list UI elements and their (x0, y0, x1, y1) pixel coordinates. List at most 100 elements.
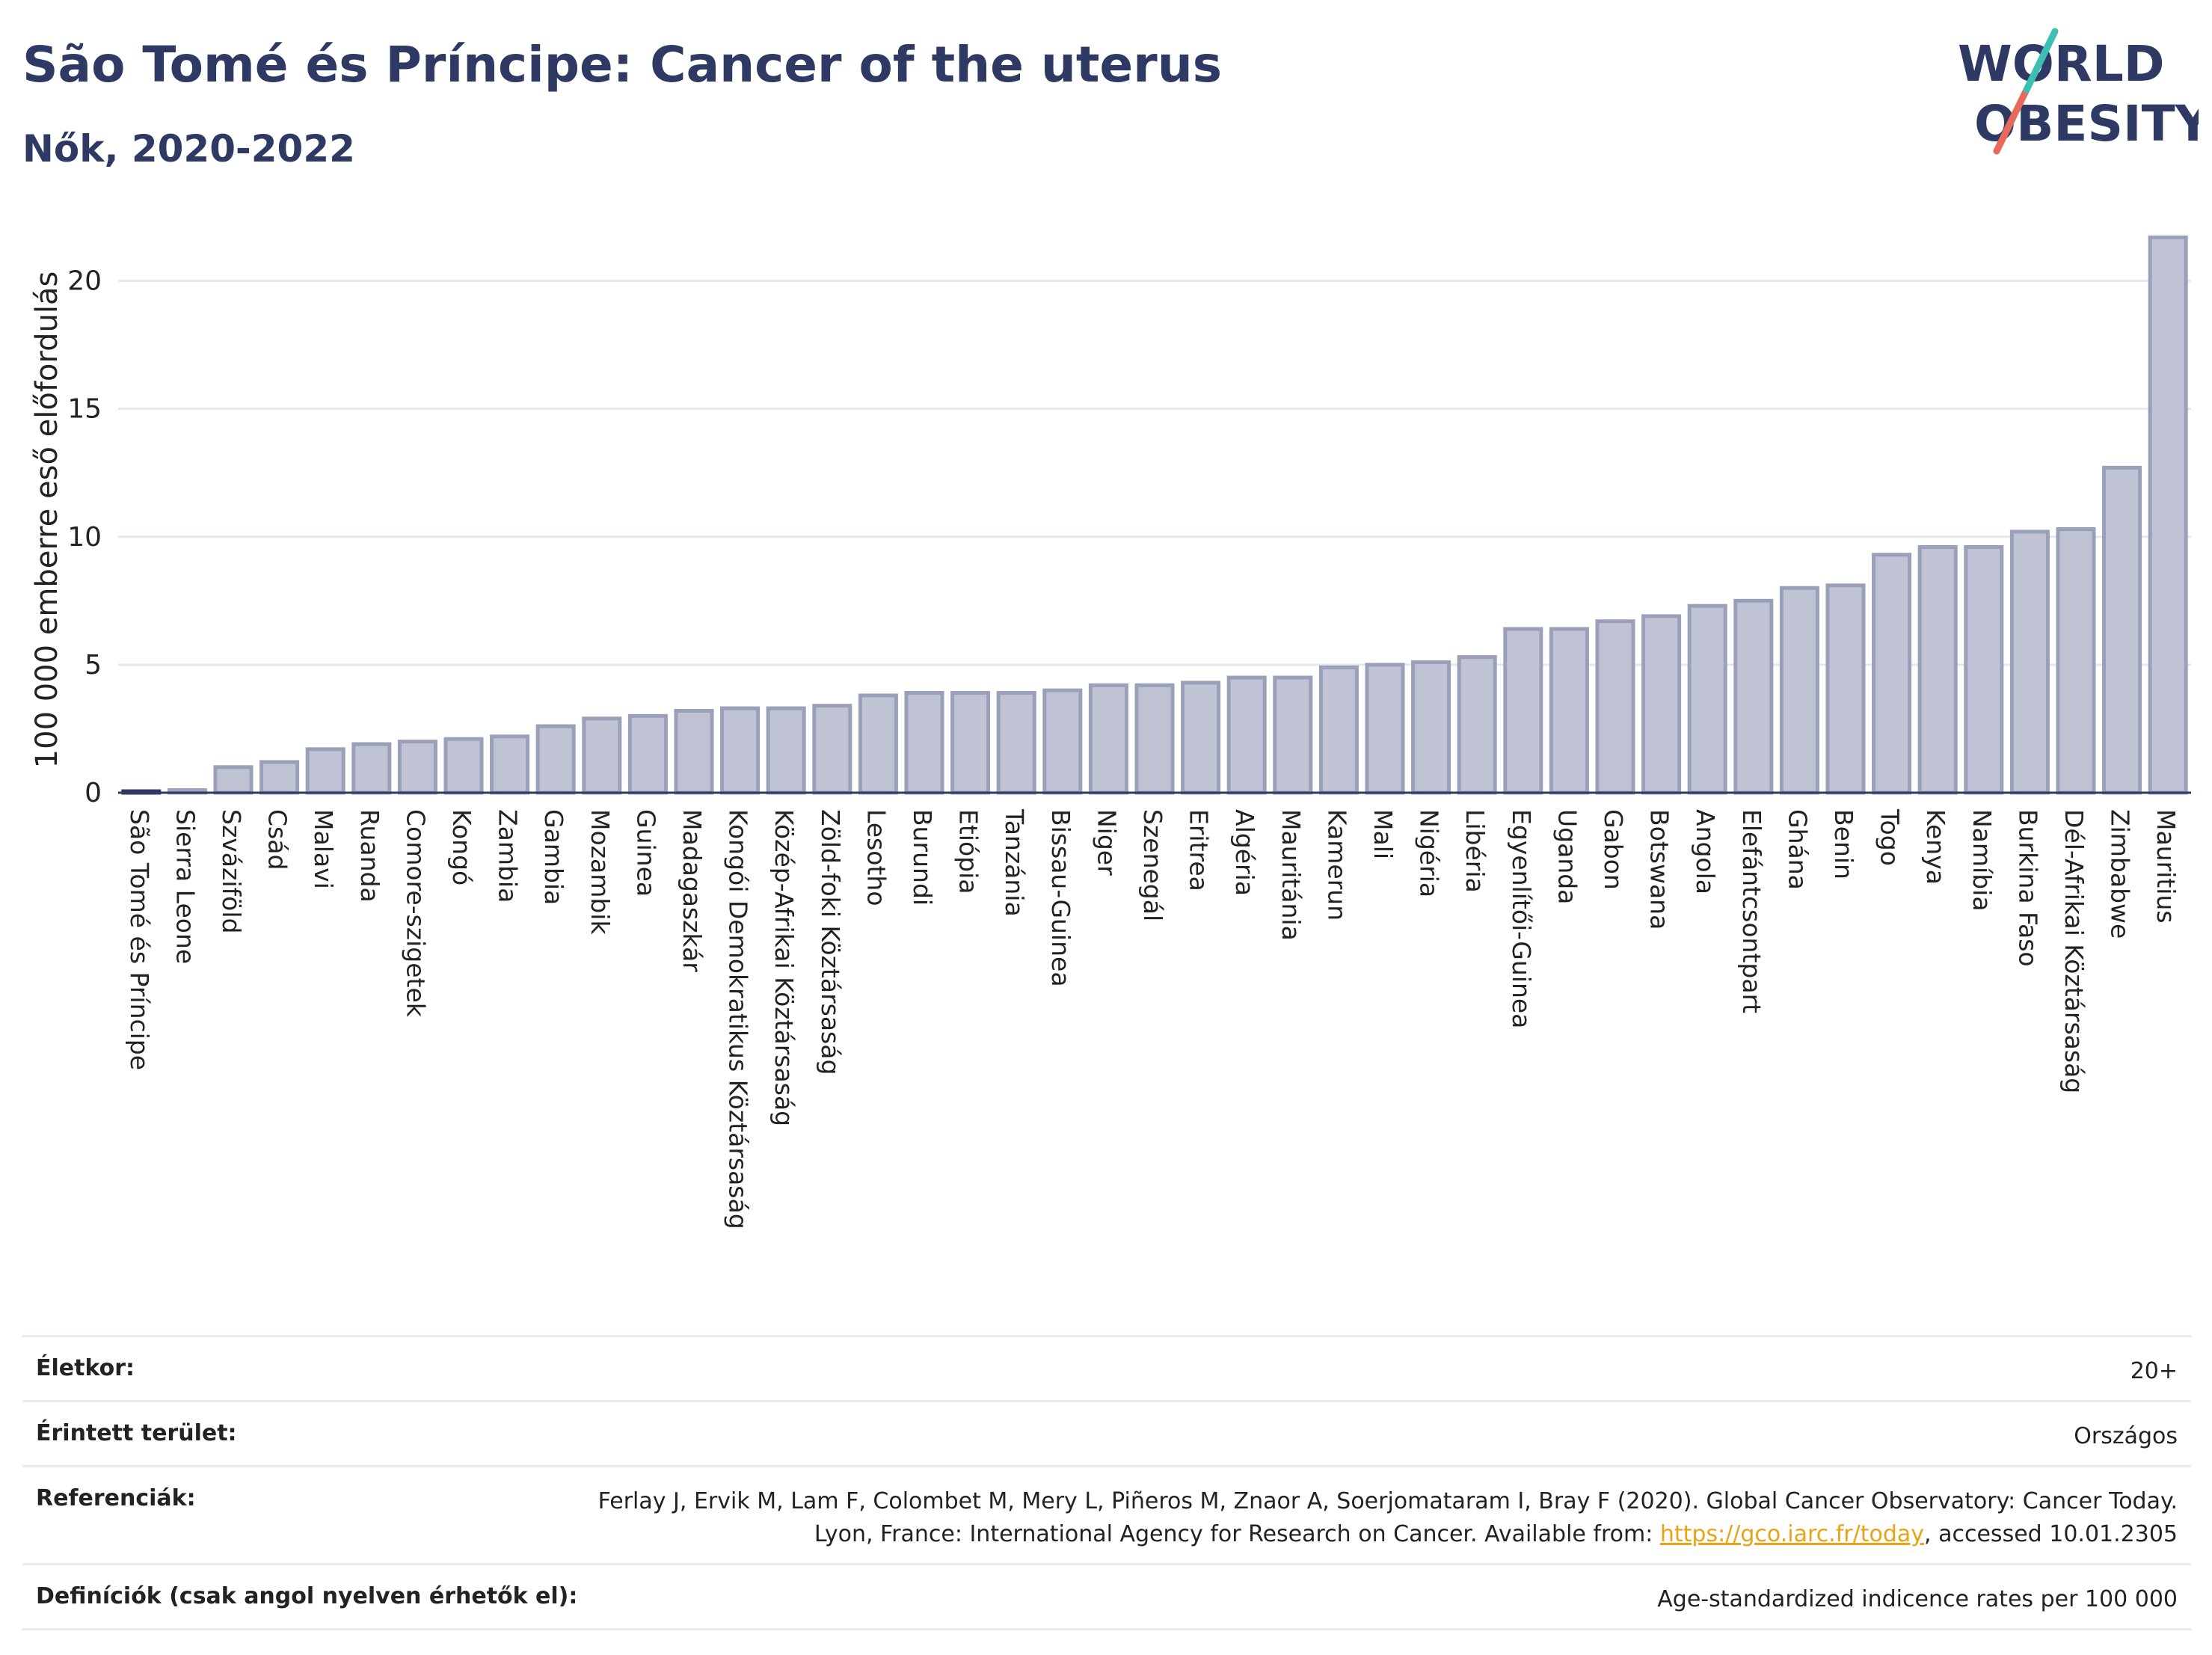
logo-line-1: WORLD (1958, 35, 2165, 93)
references-value: Ferlay J, Ervik M, Lam F, Colombet M, Me… (570, 1485, 2178, 1551)
category-label: Gambia (539, 809, 568, 905)
bar (1964, 544, 2004, 795)
info-table: Életkor: 20+ Érintett terület: Országos … (22, 1335, 2191, 1630)
page-subtitle: Nők, 2020-2022 (22, 127, 355, 171)
bar (1549, 627, 1589, 795)
category-label: Ruanda (355, 809, 384, 903)
category-label: Kongói Demokratikus Köztársaság (724, 809, 753, 1229)
bar (1779, 586, 1819, 795)
bar (950, 691, 991, 795)
category-label: Nigéria (1415, 809, 1444, 897)
category-label: Uganda (1552, 809, 1582, 904)
bar (443, 737, 484, 795)
y-tick-label: 0 (85, 778, 102, 808)
category-label: Burundi (908, 809, 937, 906)
category-label: Közép-Afrikai Köztársaság (769, 809, 799, 1126)
category-label: Benin (1829, 809, 1858, 879)
bar (1088, 683, 1128, 795)
category-label: Szenegál (1138, 809, 1167, 921)
category-label: Dél-Afrikai Köztársaság (2059, 809, 2089, 1093)
bar (397, 740, 437, 795)
category-label: Burkina Faso (2013, 809, 2042, 967)
bar (1273, 675, 1313, 795)
category-label: Kenya (1921, 809, 1950, 885)
bar (582, 716, 622, 795)
category-label: Malavi (309, 809, 338, 889)
definitions-label: Definíciók (csak angol nyelven érhetők e… (36, 1583, 578, 1609)
info-row-references: Referenciák: Ferlay J, Ervik M, Lam F, C… (22, 1465, 2191, 1563)
bar (1641, 614, 1682, 795)
bar (1411, 660, 1451, 795)
bar (1733, 598, 1774, 795)
logo-slash-coral (1993, 86, 2030, 155)
category-label: Mozambik (586, 809, 615, 935)
bar (1365, 663, 1405, 795)
info-row-definitions: Definíciók (csak angol nyelven érhetők e… (22, 1563, 2191, 1630)
y-tick-label: 5 (85, 650, 102, 681)
category-label: Egyenlítői-Guinea (1507, 809, 1536, 1028)
bar (1872, 553, 1912, 795)
category-label: Tanzánia (1000, 808, 1029, 917)
bar (1503, 627, 1543, 795)
bar (259, 760, 300, 795)
bar (351, 742, 392, 795)
bar (1226, 675, 1267, 795)
category-label: Niger (1092, 809, 1121, 876)
category-label: Eritrea (1185, 809, 1214, 891)
category-label: Csád (263, 809, 292, 870)
bar (858, 693, 898, 795)
bar (1917, 544, 1958, 795)
bar (1457, 655, 1497, 795)
category-label: Zimbabwe (2106, 809, 2135, 939)
bar (766, 706, 806, 795)
world-obesity-logo: WORLD OBESITY (1958, 28, 2199, 155)
category-label: Kongó (447, 809, 476, 885)
bar (1318, 665, 1359, 795)
bar (1825, 583, 1866, 795)
y-axis-label: 100 000 emberre eső előfordulás (30, 271, 64, 769)
category-label: Togo (1875, 808, 1905, 866)
reference-link[interactable]: https://gco.iarc.fr/today (1659, 1521, 1925, 1547)
bar (996, 691, 1036, 795)
category-label: Etiópia (954, 809, 983, 894)
bar (213, 765, 254, 795)
bar (674, 708, 714, 795)
category-label: Ghána (1783, 809, 1812, 890)
category-label: Gabon (1599, 809, 1628, 890)
reference-text: Ferlay J, Ervik M, Lam F, Colombet M, Me… (597, 1488, 2178, 1547)
area-value: Országos (2074, 1423, 2178, 1449)
category-label: Szváziföld (217, 809, 246, 933)
bar (2056, 527, 2096, 795)
category-label: Angola (1691, 809, 1720, 894)
category-label: São Tomé és Príncipe (125, 809, 154, 1070)
category-label: Mauritánia (1276, 809, 1306, 941)
category-label: Mauritius (2151, 809, 2181, 924)
bar (1042, 688, 1083, 795)
category-label: Bissau-Guinea (1046, 809, 1075, 987)
bar (535, 724, 576, 795)
bar (305, 747, 345, 795)
bar (2148, 235, 2188, 795)
age-label: Életkor: (36, 1355, 135, 1381)
bar (1181, 681, 1221, 795)
category-label: Algéria (1230, 809, 1259, 896)
page-title: São Tomé és Príncipe: Cancer of the uter… (22, 36, 1222, 93)
category-label: Botswana (1645, 809, 1674, 930)
reference-accessed: , accessed 10.01.2305 (1924, 1521, 2178, 1547)
category-label: Zambia (494, 809, 523, 903)
info-row-area: Érintett terület: Országos (22, 1400, 2191, 1465)
bar (720, 706, 761, 795)
category-label: Guinea (631, 809, 660, 897)
bar (1134, 683, 1175, 795)
y-tick-label: 15 (67, 394, 102, 425)
info-row-age: Életkor: 20+ (22, 1335, 2191, 1400)
age-value: 20+ (2130, 1358, 2178, 1384)
bar (2009, 529, 2050, 795)
bar (2102, 465, 2142, 795)
category-label: Mali (1368, 809, 1398, 859)
category-label: Elefántcsontpart (1737, 809, 1766, 1013)
category-label: Libéria (1460, 809, 1490, 893)
bar (812, 704, 852, 795)
definitions-value: Age-standardized indicence rates per 100… (1657, 1586, 2178, 1612)
